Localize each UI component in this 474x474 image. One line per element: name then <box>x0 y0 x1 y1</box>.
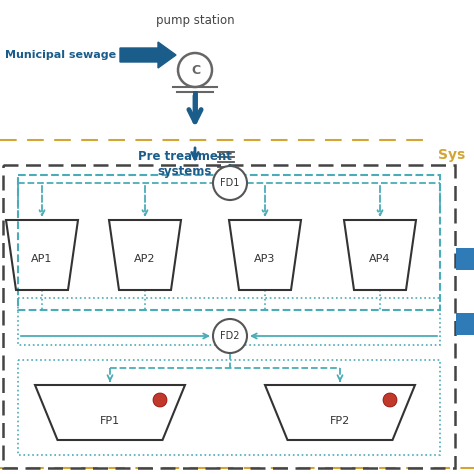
Text: Pre treatment
systems: Pre treatment systems <box>138 150 232 178</box>
Text: FD2: FD2 <box>220 331 240 341</box>
Circle shape <box>213 319 247 353</box>
Text: AP1: AP1 <box>31 254 53 264</box>
Polygon shape <box>120 42 176 68</box>
Text: Sys: Sys <box>438 148 465 162</box>
Circle shape <box>213 166 247 200</box>
Bar <box>456 248 474 270</box>
Text: AP3: AP3 <box>255 254 276 264</box>
Text: AP4: AP4 <box>369 254 391 264</box>
Text: AP2: AP2 <box>134 254 156 264</box>
Text: Municipal sewage: Municipal sewage <box>5 50 116 60</box>
Circle shape <box>383 393 397 407</box>
Text: FP1: FP1 <box>100 416 120 426</box>
Bar <box>456 313 474 335</box>
Text: FP2: FP2 <box>330 416 350 426</box>
Text: FD1: FD1 <box>220 178 240 188</box>
Text: C: C <box>191 64 201 76</box>
Circle shape <box>153 393 167 407</box>
Text: pump station: pump station <box>155 14 234 27</box>
